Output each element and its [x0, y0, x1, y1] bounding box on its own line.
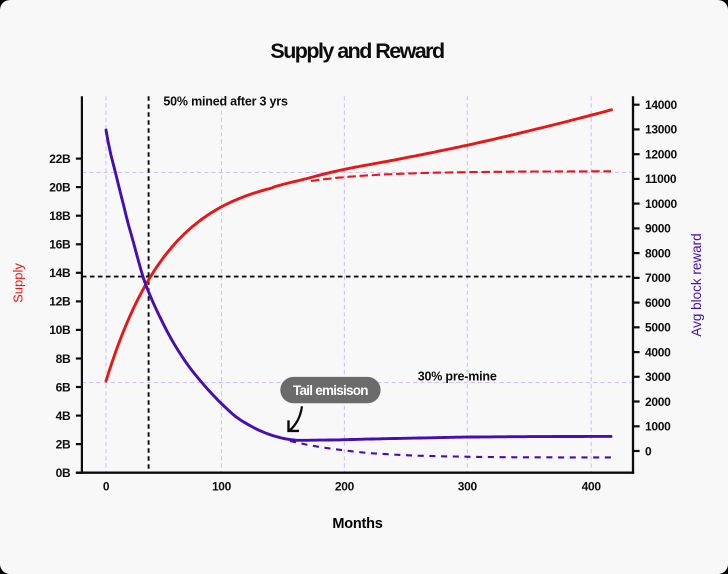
svg-text:13000: 13000 [645, 123, 677, 137]
svg-text:2000: 2000 [645, 395, 671, 409]
svg-text:7000: 7000 [645, 271, 671, 285]
svg-text:8000: 8000 [645, 246, 671, 260]
svg-text:0B: 0B [56, 466, 71, 480]
svg-text:30% pre-mine: 30% pre-mine [418, 370, 497, 384]
svg-text:0: 0 [103, 480, 110, 494]
svg-text:12B: 12B [49, 295, 71, 309]
svg-text:6000: 6000 [645, 296, 671, 310]
svg-text:14B: 14B [49, 266, 71, 280]
svg-text:22B: 22B [49, 152, 71, 166]
svg-text:14000: 14000 [645, 98, 677, 112]
svg-text:Supply: Supply [10, 263, 25, 303]
svg-text:3000: 3000 [645, 370, 671, 384]
svg-text:11000: 11000 [645, 172, 677, 186]
svg-text:Supply and Reward: Supply and Reward [270, 39, 444, 63]
svg-text:18B: 18B [49, 209, 71, 223]
svg-text:4B: 4B [56, 409, 71, 423]
svg-text:5000: 5000 [645, 321, 671, 335]
svg-text:2B: 2B [56, 437, 71, 451]
svg-text:200: 200 [335, 480, 355, 494]
svg-text:Avg block reward: Avg block reward [689, 233, 704, 336]
svg-text:6B: 6B [56, 380, 71, 394]
svg-text:400: 400 [582, 480, 602, 494]
svg-text:16B: 16B [49, 238, 71, 252]
svg-text:0: 0 [645, 444, 652, 458]
svg-text:10000: 10000 [645, 197, 677, 211]
svg-text:Tail emisison: Tail emisison [293, 383, 368, 398]
svg-text:4000: 4000 [645, 345, 671, 359]
svg-text:50% mined after 3 yrs: 50% mined after 3 yrs [163, 95, 288, 109]
svg-text:9000: 9000 [645, 222, 671, 236]
svg-text:100: 100 [212, 480, 232, 494]
svg-text:300: 300 [458, 480, 478, 494]
svg-text:10B: 10B [49, 323, 71, 337]
svg-text:8B: 8B [56, 352, 71, 366]
svg-text:12000: 12000 [645, 148, 677, 162]
svg-text:20B: 20B [49, 180, 71, 194]
svg-text:1000: 1000 [645, 420, 671, 434]
svg-text:Months: Months [332, 516, 382, 532]
